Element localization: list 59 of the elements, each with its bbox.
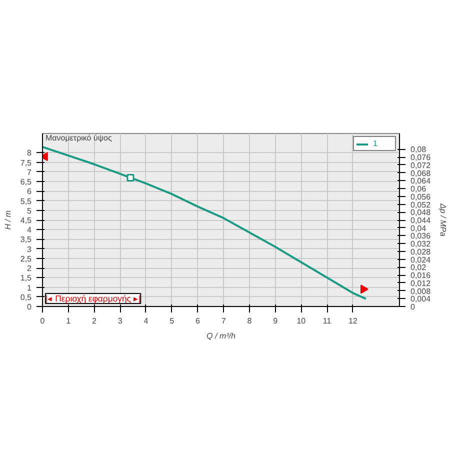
y-tick-label: 2 xyxy=(27,264,32,274)
y2-tick-label: 0,076 xyxy=(410,153,432,162)
y2-tick-label: 0,064 xyxy=(410,176,432,186)
y-tick-label: 3,5 xyxy=(20,235,32,244)
y2-tick-label: 0,06 xyxy=(410,184,427,194)
y2-tick-label: 0,072 xyxy=(410,160,432,170)
y-tick-label: 6 xyxy=(27,187,32,196)
y-tick-label: 7,5 xyxy=(20,158,32,168)
annotation: Μανομετρικό ύψος xyxy=(46,134,112,142)
y2-tick-label: 0,056 xyxy=(410,192,432,202)
x-axis-title: Q / m³/h xyxy=(206,332,236,340)
y2-tick-label: 0,024 xyxy=(410,255,432,264)
y2-tick-label: 0,068 xyxy=(410,168,432,178)
y-tick-label: 5,5 xyxy=(20,196,32,206)
x-tick-label: 10 xyxy=(296,316,306,326)
x-tick-label: 8 xyxy=(247,316,252,326)
y2-tick-label: 0,02 xyxy=(410,263,427,272)
y2-tick-label: 0,004 xyxy=(410,294,432,304)
y-tick-label: 7 xyxy=(27,168,32,177)
y2-tick-label: 0,048 xyxy=(410,208,432,218)
y2-tick-label: 0,036 xyxy=(410,232,432,241)
x-tick-label: 0 xyxy=(40,316,46,326)
y2-tick-label: 0 xyxy=(410,302,416,312)
y-tick-label: 1 xyxy=(27,283,32,292)
x-tick-label: 12 xyxy=(348,316,358,326)
y-tick-label: 4 xyxy=(27,226,32,235)
x-tick-label: 6 xyxy=(195,316,200,326)
y-axis-title: H / m xyxy=(3,210,12,230)
x-tick-label: 4 xyxy=(144,316,149,326)
legend-label: 1 xyxy=(373,139,378,148)
y-tick-label: 2,5 xyxy=(20,254,32,264)
x-tick-label: 3 xyxy=(118,316,123,326)
annotation: |◂ Περιοχή εφαρμογής ▸| xyxy=(46,294,141,304)
y2-tick-label: 0,032 xyxy=(410,240,432,249)
x-tick-label: 11 xyxy=(322,316,332,326)
x-tick-label: 9 xyxy=(273,316,278,326)
y2-tick-label: 0,052 xyxy=(410,200,432,210)
y2-tick-label: 0,012 xyxy=(410,278,432,288)
y2-tick-label: 0,016 xyxy=(410,271,432,280)
x-tick-label: 1 xyxy=(66,316,72,326)
x-tick-label: 7 xyxy=(221,316,226,326)
point xyxy=(126,174,134,182)
y-tick-label: 0 xyxy=(27,302,32,312)
y-tick-label: 3 xyxy=(27,244,32,254)
y-tick-label: 1,5 xyxy=(20,274,32,283)
y-tick-label: 0,5 xyxy=(20,292,32,302)
y-tick-label: 5 xyxy=(27,206,32,216)
y2-tick-label: 0,008 xyxy=(410,286,432,296)
x-tick-label: 2 xyxy=(92,316,98,326)
x-tick-label: 5 xyxy=(170,316,175,326)
y2-axis-title: Δp / MPa xyxy=(438,202,448,238)
y-tick-label: 8 xyxy=(27,148,32,158)
y-tick-label: 4,5 xyxy=(20,216,32,225)
y2-tick-label: 0,028 xyxy=(410,247,432,256)
y2-tick-label: 0,044 xyxy=(410,216,432,225)
y2-tick-label: 0,08 xyxy=(410,145,427,154)
y-tick-label: 6,5 xyxy=(20,178,32,187)
y2-tick-label: 0,04 xyxy=(410,224,427,233)
point xyxy=(360,284,368,294)
